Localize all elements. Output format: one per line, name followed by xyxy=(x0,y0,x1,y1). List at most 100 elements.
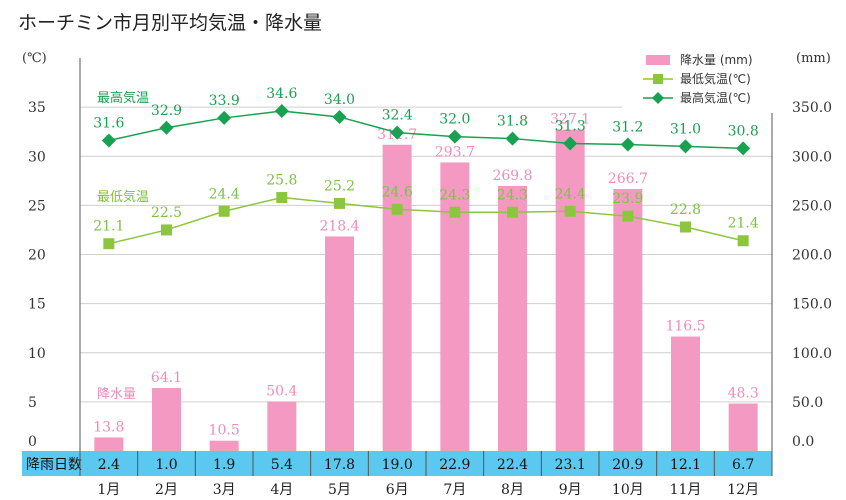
min-temp-marker xyxy=(391,203,403,215)
left-tick-label: 5 xyxy=(28,395,37,411)
month-label: 2月 xyxy=(155,482,178,498)
max-temp-value-label: 34.0 xyxy=(324,92,355,108)
rainy-days-band xyxy=(22,451,772,476)
min-temp-marker xyxy=(680,221,691,233)
min-temp-marker xyxy=(622,210,634,222)
legend: 降水量 (mm) 最低気温(℃) 最高気温(℃) xyxy=(622,51,792,113)
rainfall-bar xyxy=(498,185,527,451)
rainy-days-cells: 2.4 1.0 1.9 5.4 17.8 19.0 22.9 22.4 23.1 20.9 12.1… xyxy=(79,451,773,476)
min-temp-marker xyxy=(161,224,172,236)
min-temp-value-label: 24.6 xyxy=(382,184,413,200)
rainfall-bars xyxy=(94,129,758,451)
rainy-days-row: 降雨日数 xyxy=(22,451,772,476)
series-inline-names: 最高気温 最低気温 降水量 xyxy=(97,90,149,402)
max-temp-value-label: 34.6 xyxy=(266,86,297,102)
right-tick-label: 50.0 xyxy=(792,395,823,411)
month-label: 9月 xyxy=(559,482,582,498)
right-tick-label: 250.0 xyxy=(792,198,832,214)
right-tick-label: 200.0 xyxy=(792,248,832,264)
month-label: 3月 xyxy=(213,482,236,498)
rainfall-bar xyxy=(613,188,643,451)
min-temp-marker xyxy=(218,205,230,217)
rainfall-value-label: 266.7 xyxy=(608,171,648,187)
rainfall-bar xyxy=(671,336,700,451)
rainy-days-value: 19.0 xyxy=(382,457,413,473)
rainfall-bar xyxy=(382,144,412,451)
max-temp-value-label: 32.4 xyxy=(382,108,413,124)
rainfall-value-label: 50.4 xyxy=(266,383,297,399)
right-axis-unit: (mm) xyxy=(796,51,831,66)
min-temp-series: 21.1 22.5 24.4 25.8 25.2 24.6 24.3 24.3 24.4 23.9… xyxy=(93,173,759,250)
max-temp-value-label: 31.6 xyxy=(93,116,124,132)
month-label: 5月 xyxy=(328,482,351,498)
rainfall-labels: 13.864.110.550.4218.4311.7293.7269.8327.… xyxy=(93,112,759,439)
legend-min-marker xyxy=(653,74,663,84)
month-label: 12月 xyxy=(727,482,759,498)
max-temp-value-label: 31.0 xyxy=(670,121,701,137)
right-tick-label: 350.0 xyxy=(792,100,832,116)
rainy-days-value: 22.4 xyxy=(497,457,528,473)
rainy-days-value: 22.9 xyxy=(439,457,470,473)
max-temp-marker xyxy=(563,136,578,151)
left-tick-label: 10 xyxy=(28,346,46,362)
rainy-days-value: 2.4 xyxy=(98,457,120,473)
min-temp-value-label: 25.2 xyxy=(324,178,355,194)
min-temp-value-label: 24.3 xyxy=(497,187,528,203)
max-temp-line xyxy=(108,110,744,150)
rainfall-bar xyxy=(152,388,181,451)
max-temp-marker xyxy=(217,110,232,125)
rainfall-value-label: 116.5 xyxy=(665,319,705,335)
max-temp-marker xyxy=(390,125,405,140)
min-temp-value-label: 21.1 xyxy=(93,219,124,235)
rainfall-bar xyxy=(325,236,354,451)
right-tick-label: 150.0 xyxy=(792,297,832,313)
max-temp-marker xyxy=(505,131,520,146)
rainfall-bar xyxy=(440,162,470,451)
min-temp-value-label: 24.3 xyxy=(439,187,470,203)
right-axis-ticks: 350.0 300.0 250.0 200.0 150.0 100.0 50.0 0.0 xyxy=(792,100,832,450)
rainy-days-value: 23.1 xyxy=(555,457,586,473)
month-label: 6月 xyxy=(386,482,409,498)
month-label: 1月 xyxy=(97,482,120,498)
right-tick-label: 100.0 xyxy=(792,346,832,362)
rainfall-value-label: 293.7 xyxy=(435,144,475,160)
rainfall-value-label: 269.8 xyxy=(492,168,532,184)
rainy-days-value: 1.0 xyxy=(155,457,177,473)
left-axis-unit: (℃) xyxy=(22,51,47,66)
min-temp-marker xyxy=(564,205,576,217)
left-tick-label: 0 xyxy=(28,434,37,450)
min-temp-marker xyxy=(449,206,461,218)
rainfall-bar xyxy=(209,440,239,451)
rainfall-value-label: 48.3 xyxy=(728,386,759,402)
max-temp-value-label: 31.8 xyxy=(497,114,528,130)
max-temp-marker xyxy=(736,141,751,156)
min-temp-marker xyxy=(737,235,749,247)
min-temp-marker xyxy=(276,192,288,204)
max-temp-value-label: 31.3 xyxy=(555,118,586,134)
rainfall-bar xyxy=(728,403,758,451)
left-tick-label: 25 xyxy=(28,198,46,214)
min-temp-line xyxy=(108,196,744,245)
x-axis-labels: 1月 2月 3月 4月 5月 6月 7月 8月 9月 10月 11月 12月 xyxy=(97,482,759,498)
rainfall-inline-name: 降水量 xyxy=(97,387,136,402)
right-tick-label: 300.0 xyxy=(792,149,832,165)
max-temp-value-label: 30.8 xyxy=(728,123,759,139)
min-temp-value-label: 24.4 xyxy=(209,186,240,202)
min-temp-value-label: 23.9 xyxy=(612,191,643,207)
rainy-days-value: 17.8 xyxy=(324,457,355,473)
month-label: 10月 xyxy=(612,482,644,498)
max-temp-value-label: 32.0 xyxy=(439,112,470,128)
rainy-days-value: 6.7 xyxy=(732,457,754,473)
legend-max-marker xyxy=(652,92,664,104)
max-temp-marker xyxy=(332,109,347,124)
rainy-days-value: 12.1 xyxy=(670,457,701,473)
rainfall-bar xyxy=(267,401,297,451)
rainfall-value-label: 218.4 xyxy=(319,218,359,234)
min-temp-inline-name: 最低気温 xyxy=(97,189,149,205)
min-temp-value-label: 24.4 xyxy=(555,186,586,202)
right-tick-label: 0.0 xyxy=(792,434,814,450)
max-temp-marker xyxy=(620,137,635,152)
month-label: 4月 xyxy=(270,482,293,498)
left-tick-label: 20 xyxy=(28,248,46,264)
